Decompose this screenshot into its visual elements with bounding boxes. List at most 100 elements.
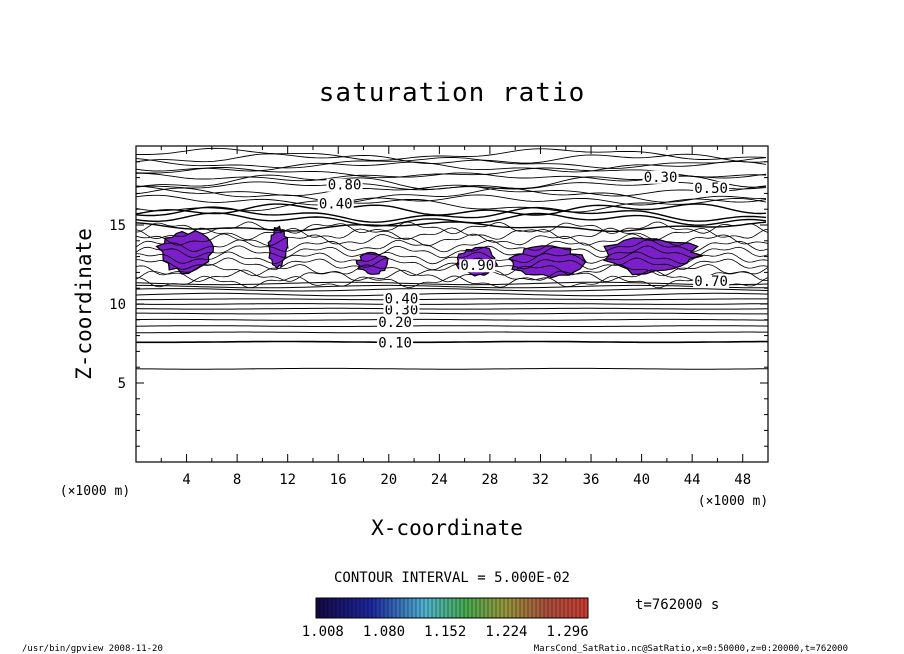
colorbar-cell: [568, 598, 573, 618]
contour-line: [135, 221, 767, 232]
colorbar-cell: [552, 598, 557, 618]
x-tick-label: 24: [431, 472, 448, 488]
colorbar: [315, 597, 589, 619]
y-axis-label: Z-coordinate: [72, 228, 96, 380]
colorbar-cell: [408, 598, 413, 618]
colorbar-cell: [512, 598, 517, 618]
colorbar-cell: [488, 598, 493, 618]
colorbar-cell: [400, 598, 405, 618]
x-tick-label: 32: [532, 472, 549, 488]
colorbar-cell: [584, 598, 589, 618]
colorbar-cell: [516, 598, 521, 618]
colorbar-cell: [508, 598, 513, 618]
colorbar-cell: [388, 598, 393, 618]
x-tick-label: 16: [330, 472, 347, 488]
y-axis-ticks: 5 10 15: [109, 161, 768, 447]
contour-line: [135, 197, 767, 213]
contour-line: [135, 233, 769, 247]
contour-line: [135, 251, 769, 265]
contour-label-bg: [383, 303, 420, 317]
contour-line: [136, 340, 768, 344]
colorbar-cell: [420, 598, 425, 618]
colorbar-cell: [524, 598, 529, 618]
colorbar-cell: [336, 598, 341, 618]
colorbar-ticks: 1.008 1.080 1.152 1.224 1.296: [302, 624, 589, 640]
colorbar-cell: [464, 598, 469, 618]
footer-left: /usr/bin/gpview 2008-11-20: [22, 644, 163, 654]
contour-line: [136, 303, 769, 305]
contour-label-bg: [377, 316, 414, 330]
colorbar-cell: [340, 598, 345, 618]
contour-line: [135, 184, 767, 197]
supersaturated-region: [355, 251, 389, 275]
colorbar-cell: [480, 598, 485, 618]
contour-label-bg: [377, 336, 414, 350]
supersaturated-region: [508, 245, 588, 279]
contour-label-bg: [326, 178, 363, 192]
x-tick-label: 48: [734, 472, 751, 488]
contour-line: [135, 187, 767, 203]
contour-line: [135, 147, 767, 161]
contour-line: [135, 212, 767, 227]
contour-line: [136, 318, 768, 321]
contour-label-bg: [317, 197, 354, 211]
colorbar-cell: [320, 598, 325, 618]
contour-label-bg: [693, 275, 730, 289]
x-tick-label: 44: [684, 472, 701, 488]
colorbar-tick-label: 1.152: [424, 624, 466, 640]
contour-line: [135, 245, 769, 259]
contour-label: 0.10: [378, 336, 412, 352]
colorbar-cell: [548, 598, 553, 618]
x-axis-label: X-coordinate: [371, 516, 523, 540]
colorbar-cell: [364, 598, 369, 618]
colorbar-cell: [520, 598, 525, 618]
colorbar-cell: [328, 598, 333, 618]
colorbar-cell: [448, 598, 453, 618]
colorbar-tick-label: 1.296: [547, 624, 589, 640]
contour-label-group: 0.100.200.300.400.80 0.300.500.400.900.70: [317, 170, 730, 352]
colorbar-cell: [404, 598, 409, 618]
colorbar-cell: [456, 598, 461, 618]
colorbar-cell: [536, 598, 541, 618]
contour-label-bg: [693, 181, 730, 195]
time-label: t=762000 s: [635, 597, 719, 613]
colorbar-cell: [344, 598, 349, 618]
colorbar-cell: [492, 598, 497, 618]
contour-label-bg: [642, 170, 679, 184]
contour-label: 0.40: [319, 197, 353, 213]
contour-line: [136, 284, 768, 289]
colorbar-cell: [504, 598, 509, 618]
y-tick-label: 5: [118, 376, 126, 392]
contour-line: [136, 331, 768, 334]
colorbar-tick-label: 1.224: [485, 624, 527, 640]
contour-label-bg: [459, 259, 496, 273]
x-tick-label: 20: [380, 472, 397, 488]
x-tick-label: 4: [182, 472, 190, 488]
colorbar-cell: [384, 598, 389, 618]
colorbar-cell: [500, 598, 505, 618]
colorbar-cell: [348, 598, 353, 618]
contour-label: 0.30: [644, 170, 678, 186]
contour-line: [135, 263, 769, 277]
colorbar-cell: [452, 598, 457, 618]
contour-line: [135, 227, 769, 241]
colorbar-cell: [444, 598, 449, 618]
contour-line: [135, 298, 768, 301]
colorbar-tick-label: 1.008: [302, 624, 344, 640]
y-tick-label: 15: [109, 218, 126, 234]
contour-label: 0.90: [460, 258, 494, 274]
y-axis-unit: (×1000 m): [60, 484, 130, 499]
colorbar-cell: [440, 598, 445, 618]
contour-line: [135, 367, 769, 370]
colorbar-cell: [560, 598, 565, 618]
colorbar-cell: [556, 598, 561, 618]
colorbar-cell: [576, 598, 581, 618]
colorbar-cell: [428, 598, 433, 618]
contour-line: [135, 221, 769, 235]
colorbar-cell: [472, 598, 477, 618]
contour-interval-label: CONTOUR INTERVAL = 5.000E-02: [334, 570, 570, 586]
contour-line: [135, 157, 767, 169]
colorbar-cell: [424, 598, 429, 618]
colorbar-cell: [476, 598, 481, 618]
